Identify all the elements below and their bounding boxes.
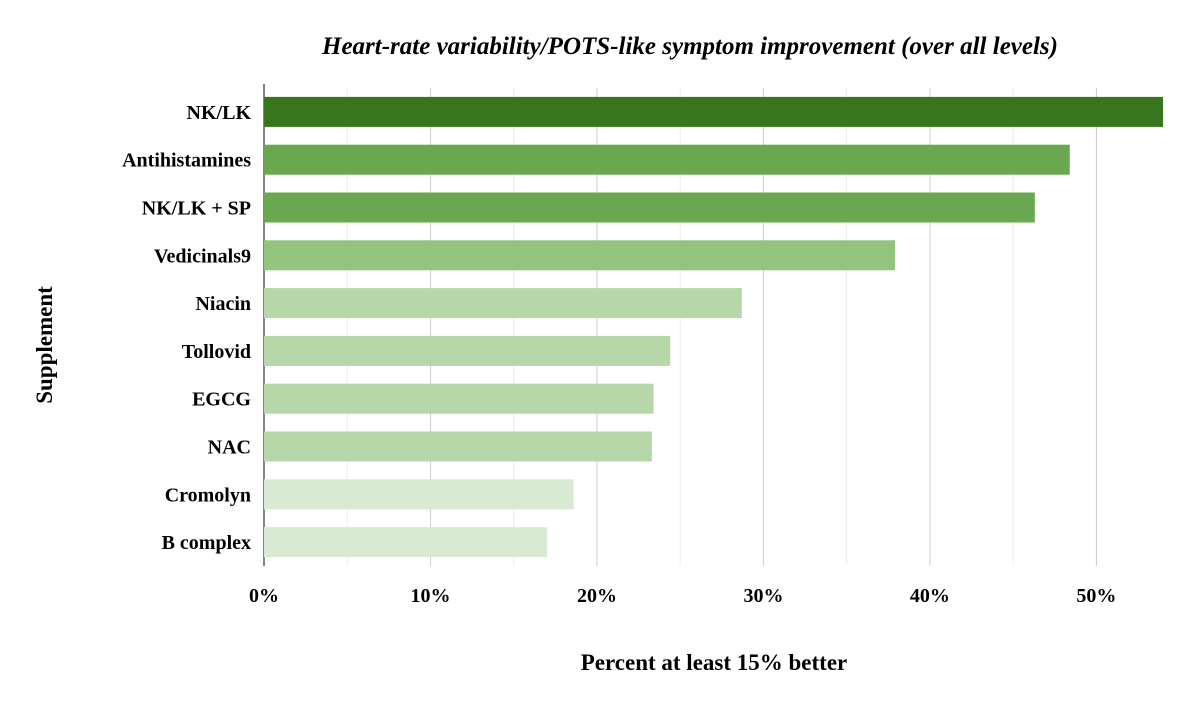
category-label: Antihistamines [122,150,251,172]
category-label: B complex [162,532,251,554]
bar [264,431,652,462]
category-label: NAC [208,437,251,459]
category-label: NK/LK [187,102,252,124]
bar [264,288,742,319]
bar-series [264,96,1163,558]
bar [264,479,574,510]
x-tick-label: 0% [249,585,279,607]
x-axis-title: Percent at least 15% better [581,650,848,675]
x-tick-label: 10% [410,585,450,607]
bar [264,96,1163,127]
category-label: Cromolyn [165,484,251,506]
category-label: Tollovid [182,341,251,363]
bar [264,240,895,271]
category-label: Vedicinals9 [154,245,251,267]
chart-title: Heart-rate variability/POTS-like symptom… [321,33,1058,60]
bar [264,192,1035,223]
category-label: NK/LK + SP [142,198,251,220]
bar [264,383,654,414]
tick-labels: 0% 10% 20% 30% 40% 50% [249,585,1116,607]
x-tick-label: 20% [577,585,617,607]
bar [264,335,671,366]
x-tick-label: 30% [743,585,783,607]
category-label: EGCG [192,389,251,411]
x-tick-label: 50% [1076,585,1116,607]
x-tick-label: 40% [910,585,950,607]
category-label: Niacin [195,293,251,315]
y-axis-title: Supplement [32,286,57,404]
bar [264,527,548,558]
category-labels: NK/LK Antihistamines NK/LK + SP Vedicinals9… [122,102,251,554]
bar [264,144,1070,175]
